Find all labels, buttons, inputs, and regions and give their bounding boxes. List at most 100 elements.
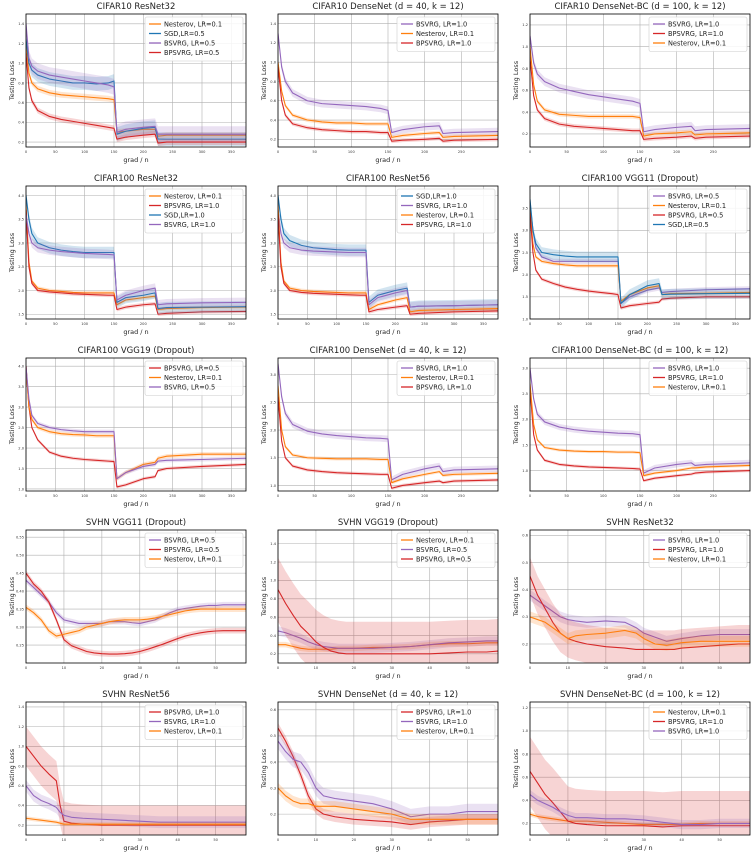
y-tick-label: 1.5 bbox=[270, 313, 276, 317]
series-band-nesterov bbox=[530, 44, 750, 139]
series-line-bpsvrg bbox=[530, 388, 750, 482]
y-tick-label: 0.3 bbox=[522, 615, 528, 619]
y-tick-label: 0.6 bbox=[270, 615, 276, 619]
x-tick-label: 30 bbox=[390, 666, 395, 670]
y-axis-label: Testing Loss bbox=[8, 748, 16, 789]
series-line-bsvrg bbox=[530, 368, 750, 474]
x-tick-label: 200 bbox=[140, 322, 148, 326]
legend-label: BPSVRG, LR=1.0 bbox=[416, 221, 471, 229]
legend-label: BSVRG, LR=0.5 bbox=[164, 383, 215, 391]
plot-frame bbox=[25, 357, 247, 492]
y-tick-label: 0.6 bbox=[522, 89, 528, 93]
legend-label: BSVRG, LR=0.5 bbox=[668, 192, 719, 200]
legend-label: SGD,LR=0.5 bbox=[668, 221, 709, 229]
x-tick-label: 0 bbox=[25, 150, 28, 154]
x-tick-label: 20 bbox=[352, 838, 357, 842]
series-band-bsvrg bbox=[278, 205, 498, 312]
y-tick-label: 3.5 bbox=[18, 218, 24, 222]
legend-label: BPSVRG, LR=1.0 bbox=[668, 546, 723, 554]
y-tick-label: 3.5 bbox=[522, 206, 528, 210]
y-tick-label: 3.0 bbox=[522, 367, 528, 371]
y-tick-label: 4.0 bbox=[18, 364, 24, 368]
x-tick-label: 40 bbox=[679, 666, 684, 670]
chart-title: CIFAR100 VGG11 (Dropout) bbox=[582, 174, 699, 184]
x-tick-label: 250 bbox=[710, 494, 718, 498]
y-tick-label: 1.0 bbox=[522, 729, 528, 733]
chart-title: CIFAR10 DenseNet (d = 40, k = 12) bbox=[312, 2, 463, 12]
series-line-nesterov bbox=[530, 616, 750, 646]
x-tick-label: 100 bbox=[600, 150, 608, 154]
y-tick-label: 0.2 bbox=[18, 140, 24, 144]
y-tick-label: 3.0 bbox=[18, 405, 24, 409]
chart-title: SVHN ResNet32 bbox=[606, 518, 674, 528]
x-tick-label: 0 bbox=[529, 666, 532, 670]
series-line-bsvrg bbox=[530, 594, 750, 642]
y-tick-label: 0.8 bbox=[270, 80, 276, 84]
series-line-bpsvrg bbox=[278, 214, 498, 315]
x-tick-label: 100 bbox=[333, 322, 341, 326]
y-tick-label: 0.4 bbox=[522, 588, 528, 592]
x-tick-label: 40 bbox=[175, 838, 180, 842]
x-tick-label: 250 bbox=[673, 322, 681, 326]
x-tick-label: 50 bbox=[213, 666, 218, 670]
series-band-bpsvrg bbox=[530, 736, 750, 835]
chart-svg: CIFAR10 ResNet32 0 50 100 150 200 250 300 350 0.2… bbox=[8, 2, 247, 164]
x-tick-label: 50 bbox=[557, 322, 562, 326]
legend-label: Nesterov, LR=0.1 bbox=[416, 30, 474, 38]
x-tick-label: 250 bbox=[458, 150, 466, 154]
series-line-nesterov bbox=[26, 366, 246, 480]
chart-svg: CIFAR10 DenseNet (d = 40, k = 12) 0 50 100 1… bbox=[260, 2, 499, 164]
series-line-bsvrg bbox=[26, 23, 246, 135]
y-tick-label: 1.2 bbox=[18, 42, 24, 46]
y-tick-label: 0.6 bbox=[18, 784, 24, 788]
y-tick-label: 0.8 bbox=[522, 67, 528, 71]
series-line-bpsvrg bbox=[530, 771, 750, 828]
y-tick-label: 1.2 bbox=[18, 725, 24, 729]
x-tick-label: 300 bbox=[199, 494, 207, 498]
x-tick-label: 30 bbox=[642, 666, 647, 670]
y-tick-label: 1.5 bbox=[522, 443, 528, 447]
chart-title: SVHN VGG19 (Dropout) bbox=[338, 518, 438, 528]
x-tick-label: 0 bbox=[277, 838, 280, 842]
x-tick-label: 0 bbox=[277, 322, 280, 326]
legend-label: BSVRG, LR=0.5 bbox=[164, 536, 215, 544]
series-band-bsvrg bbox=[278, 626, 498, 653]
chart-svg: SVHN ResNet32 0 10 20 30 40 50 0.2 0.3 0.4 0.5 0.6 g… bbox=[512, 518, 751, 680]
y-tick-label: 4.0 bbox=[270, 194, 276, 198]
chart-title: SVHN DenseNet-BC (d = 100, k = 12) bbox=[560, 690, 720, 700]
legend-label: BPSVRG, LR=1.0 bbox=[668, 718, 723, 726]
series-line-bpsvrg bbox=[530, 57, 750, 140]
x-tick-label: 150 bbox=[637, 150, 645, 154]
x-tick-label: 0 bbox=[25, 838, 28, 842]
plot-frame bbox=[529, 357, 751, 492]
y-tick-label: 2.0 bbox=[18, 289, 24, 293]
chart-panel-15: SVHN DenseNet-BC (d = 100, k = 12) 0 10 20 3… bbox=[504, 688, 754, 859]
y-tick-label: 0.4 bbox=[270, 760, 276, 764]
x-tick-label: 150 bbox=[615, 322, 623, 326]
series-line-nesterov bbox=[278, 204, 498, 313]
series-line-nesterov bbox=[530, 383, 750, 477]
x-tick-label: 10 bbox=[62, 666, 67, 670]
legend-label: Nesterov, LR=0.1 bbox=[668, 708, 726, 716]
y-tick-label: 0.30 bbox=[16, 625, 25, 629]
x-tick-label: 20 bbox=[604, 838, 609, 842]
series-band-bsvrg bbox=[530, 789, 750, 830]
chart-title: CIFAR100 VGG19 (Dropout) bbox=[78, 346, 195, 356]
x-tick-label: 50 bbox=[465, 838, 470, 842]
plot-frame bbox=[277, 185, 499, 320]
y-tick-label: 0.6 bbox=[522, 775, 528, 779]
plot-frame bbox=[529, 185, 751, 320]
x-tick-label: 0 bbox=[25, 494, 28, 498]
x-tick-label: 40 bbox=[175, 666, 180, 670]
x-tick-label: 50 bbox=[312, 494, 317, 498]
series-line-sgd bbox=[530, 199, 750, 305]
y-tick-label: 0.6 bbox=[270, 708, 276, 712]
chart-title: SVHN ResNet56 bbox=[102, 690, 170, 700]
series-band-bsvrg bbox=[278, 360, 498, 484]
chart-title: CIFAR10 DenseNet-BC (d = 100, k = 12) bbox=[554, 2, 725, 12]
y-tick-label: 0.2 bbox=[522, 642, 528, 646]
